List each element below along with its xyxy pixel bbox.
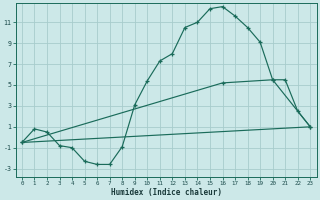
X-axis label: Humidex (Indice chaleur): Humidex (Indice chaleur) xyxy=(111,188,221,197)
